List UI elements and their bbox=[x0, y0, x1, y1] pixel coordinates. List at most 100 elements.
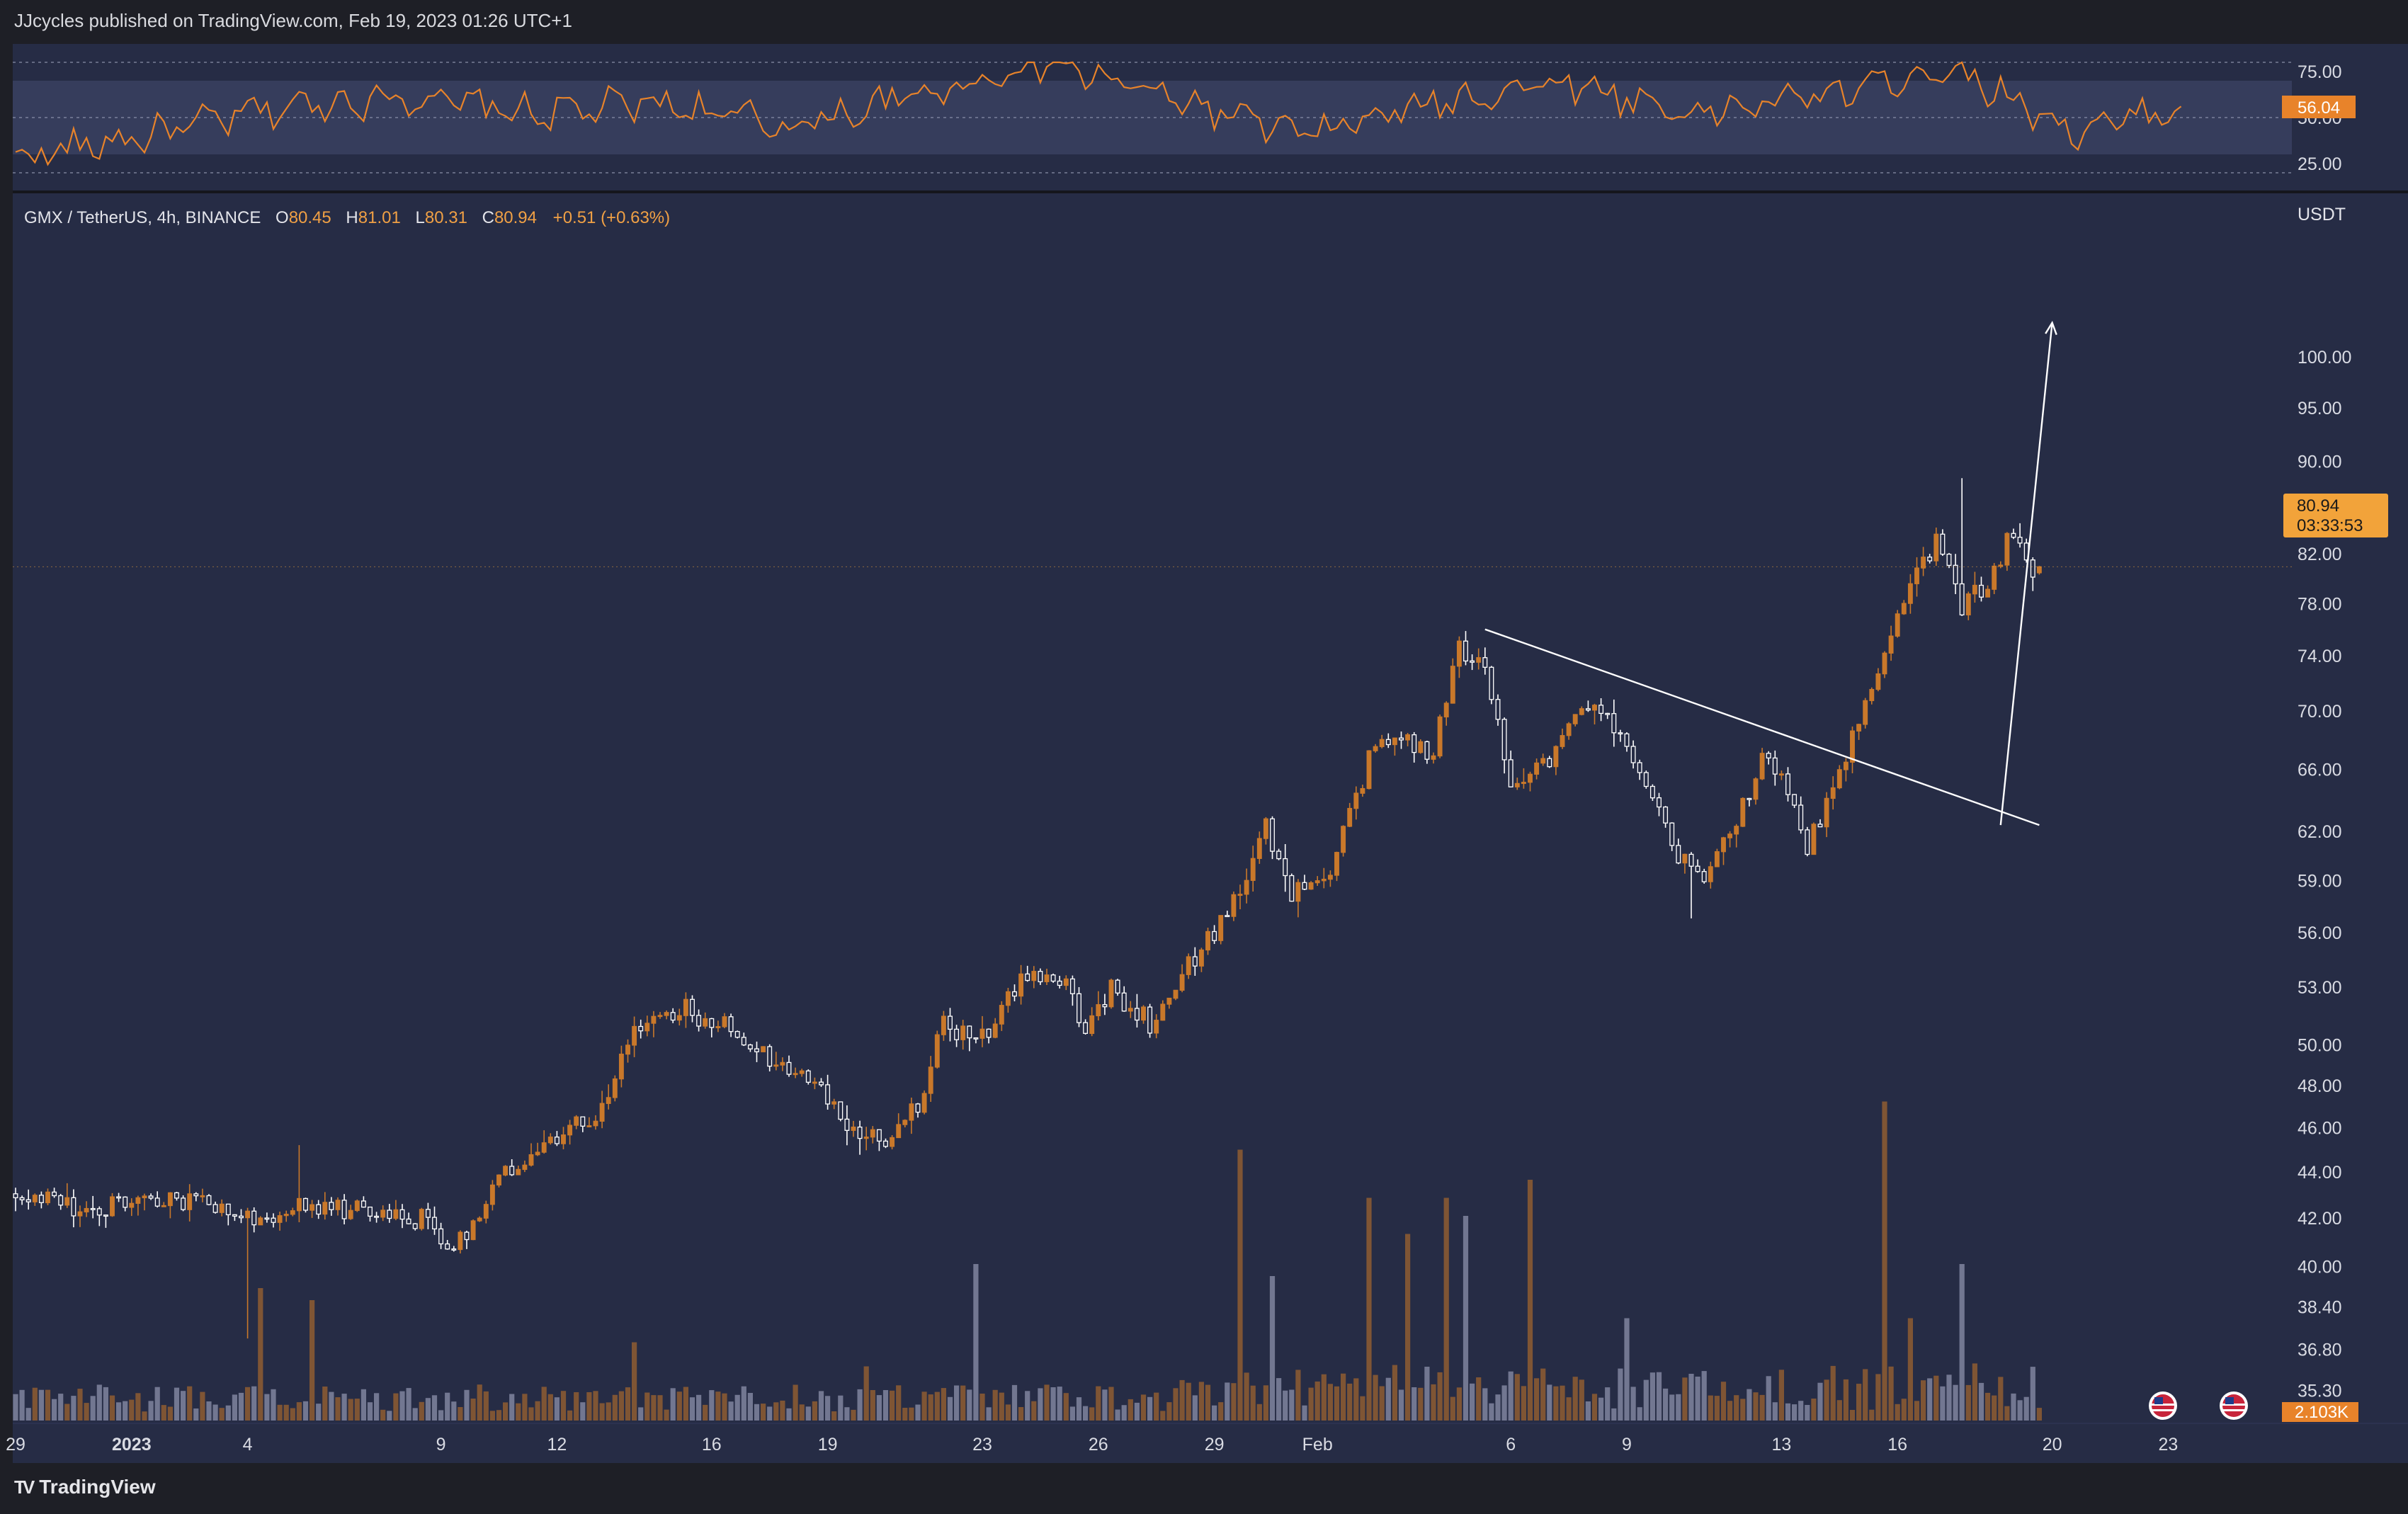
price-countdown-label: 03:33:53 bbox=[2297, 516, 2363, 535]
candle-body bbox=[1521, 782, 1526, 785]
volume-bar bbox=[1978, 1382, 1984, 1421]
candle-body bbox=[1714, 851, 1720, 867]
volume-bar bbox=[909, 1407, 914, 1421]
volume-bar bbox=[1250, 1385, 1256, 1421]
candle-body bbox=[1682, 853, 1688, 864]
candle-body bbox=[761, 1046, 766, 1052]
time-axis[interactable] bbox=[13, 1423, 2408, 1463]
volume-bar bbox=[2017, 1400, 2023, 1421]
candle-body bbox=[1108, 979, 1114, 1008]
tradingview-logo[interactable]: TV TradingView bbox=[14, 1476, 156, 1498]
candle-body bbox=[1077, 993, 1081, 1023]
price-tick-label: 62.00 bbox=[2298, 822, 2342, 842]
volume-bar bbox=[1901, 1399, 1907, 1421]
candle-body bbox=[200, 1195, 205, 1197]
candle-body bbox=[909, 1103, 914, 1121]
time-tick-label: 16 bbox=[1887, 1435, 1907, 1455]
candle-body bbox=[1256, 838, 1262, 859]
us-flag-icon[interactable] bbox=[2149, 1391, 2177, 1420]
candle-body bbox=[1566, 723, 1572, 736]
volume-bar bbox=[676, 1391, 682, 1421]
volume-bar bbox=[1128, 1399, 1133, 1421]
volume-bar bbox=[921, 1391, 927, 1421]
candle-body bbox=[606, 1097, 611, 1104]
time-tick-label: 9 bbox=[436, 1435, 446, 1455]
candle-body bbox=[1669, 822, 1675, 846]
volume-bar bbox=[193, 1408, 199, 1421]
volume-bar bbox=[625, 1387, 631, 1421]
price-tick-label: 50.00 bbox=[2298, 1036, 2342, 1056]
volume-bar bbox=[1450, 1396, 1455, 1421]
volume-bar bbox=[1076, 1397, 1082, 1421]
volume-bar bbox=[761, 1404, 766, 1421]
candle-body bbox=[1959, 583, 1965, 615]
candle-body bbox=[477, 1217, 482, 1222]
candle-body bbox=[1630, 746, 1636, 763]
volume-bar bbox=[283, 1404, 289, 1421]
volume-bar bbox=[2036, 1408, 2042, 1421]
volume-bar bbox=[412, 1408, 418, 1421]
volume-bar bbox=[64, 1404, 70, 1421]
chart-area[interactable]: 75.0050.0025.00100.0095.0090.0086.0082.0… bbox=[0, 44, 2408, 1463]
candle-body bbox=[154, 1197, 160, 1207]
annotation-layer[interactable] bbox=[1484, 321, 2057, 826]
volume-bar bbox=[580, 1402, 586, 1421]
candle-body bbox=[1392, 737, 1397, 746]
price-axis[interactable] bbox=[2292, 44, 2408, 1423]
candle-body bbox=[1695, 865, 1700, 872]
candle-body bbox=[174, 1192, 179, 1199]
volume-bar bbox=[1373, 1374, 1378, 1421]
price-tick-label: 38.40 bbox=[2298, 1298, 2342, 1318]
candle-body bbox=[399, 1209, 405, 1220]
volume-bar bbox=[1256, 1404, 1262, 1421]
volume-bar bbox=[1154, 1392, 1159, 1421]
volume-bar bbox=[1263, 1385, 1268, 1421]
close-label: C bbox=[482, 208, 494, 227]
volume-bar bbox=[1682, 1377, 1688, 1421]
us-flag-icon[interactable] bbox=[2220, 1391, 2248, 1420]
volume-bar bbox=[19, 1389, 25, 1421]
candle-body bbox=[1598, 705, 1604, 715]
volume-bar bbox=[232, 1394, 237, 1421]
price-tick-label: 56.00 bbox=[2298, 923, 2342, 943]
volume-bar bbox=[1933, 1375, 1939, 1421]
volume-bar bbox=[1347, 1383, 1353, 1421]
volume-bar bbox=[586, 1392, 592, 1421]
volume-bar bbox=[1792, 1404, 1798, 1421]
volume-bar bbox=[1360, 1396, 1365, 1421]
candle-body bbox=[664, 1012, 669, 1016]
candle-body bbox=[1283, 858, 1288, 877]
time-tick-label: 9 bbox=[1622, 1435, 1632, 1455]
candle-body bbox=[341, 1200, 347, 1219]
candle-body bbox=[1708, 866, 1713, 882]
candle-body bbox=[999, 1005, 1004, 1025]
volume-bar bbox=[277, 1404, 283, 1421]
volume-bar bbox=[825, 1396, 831, 1421]
volume-bar bbox=[1972, 1363, 1977, 1421]
high-label: H bbox=[346, 208, 358, 227]
candle-body bbox=[979, 1028, 985, 1039]
candle-body bbox=[1785, 773, 1790, 795]
candle-body bbox=[264, 1217, 270, 1220]
price-tick-label: 40.00 bbox=[2298, 1257, 2342, 1277]
price-tick-label: 59.00 bbox=[2298, 872, 2342, 892]
candle-body bbox=[1379, 739, 1385, 747]
candle-body bbox=[206, 1195, 212, 1205]
candle-body bbox=[1663, 806, 1669, 824]
price-pane[interactable] bbox=[13, 193, 2292, 1423]
candle-body bbox=[780, 1061, 785, 1066]
brand-name: TradingView bbox=[39, 1476, 156, 1498]
volume-bar bbox=[1566, 1397, 1572, 1421]
volume-bar bbox=[728, 1401, 734, 1421]
volume-bar bbox=[574, 1392, 579, 1421]
volume-bar bbox=[1218, 1402, 1224, 1421]
volume-bar bbox=[374, 1393, 380, 1421]
volume-bar bbox=[219, 1408, 225, 1421]
candle-body bbox=[580, 1116, 586, 1127]
volume-bar bbox=[25, 1408, 31, 1421]
volume-bar bbox=[251, 1386, 257, 1421]
volume-bar bbox=[438, 1410, 444, 1421]
volume-bar bbox=[1057, 1387, 1062, 1421]
candle-body bbox=[1721, 837, 1726, 853]
volume-bar bbox=[1050, 1387, 1056, 1421]
